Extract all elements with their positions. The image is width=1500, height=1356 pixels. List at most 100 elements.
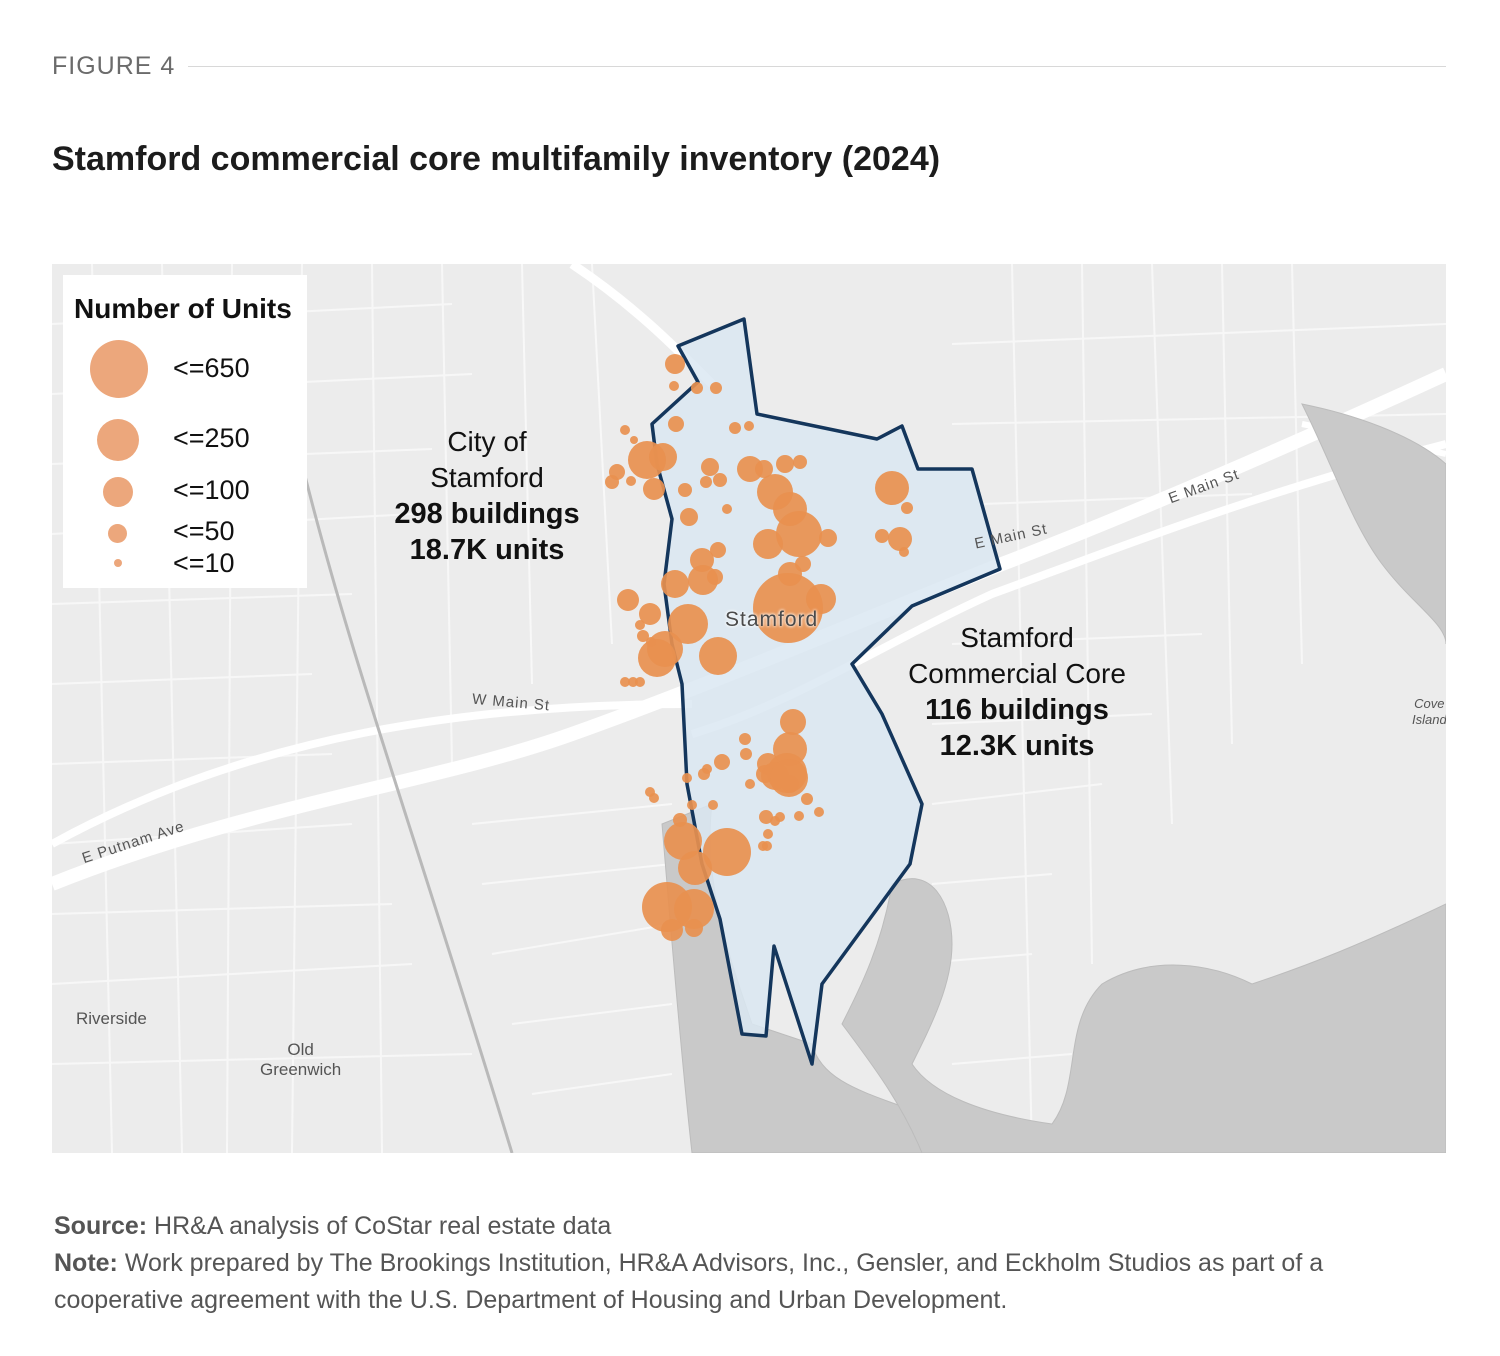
street-grid [52, 264, 1446, 1153]
building-marker [762, 841, 772, 851]
building-marker [875, 471, 909, 505]
building-marker [795, 556, 811, 572]
building-marker [687, 800, 697, 810]
map-panel: Stamford E Main St E Main St W Main St E… [52, 264, 1446, 1153]
legend-marker-100 [103, 477, 133, 507]
building-marker [770, 759, 808, 797]
legend-label-50: <=50 [173, 516, 235, 546]
building-marker [729, 422, 741, 434]
source-line: Source: HR&A analysis of CoStar real est… [54, 1208, 1454, 1245]
building-marker [643, 478, 665, 500]
building-marker [722, 504, 732, 514]
building-marker [770, 816, 780, 826]
building-marker [875, 529, 889, 543]
building-marker [819, 529, 837, 547]
building-marker [661, 919, 683, 941]
building-marker [801, 793, 813, 805]
building-marker [737, 456, 763, 482]
source-label: Source: [54, 1212, 148, 1240]
building-marker [628, 677, 638, 687]
building-marker [899, 547, 909, 557]
core-annotation-buildings: 116 buildings [925, 694, 1109, 726]
building-marker [698, 768, 710, 780]
city-annotation-units: 18.7K units [409, 534, 565, 566]
building-marker [700, 476, 712, 488]
building-marker [637, 630, 649, 642]
note-text: Work prepared by The Brookings Instituti… [54, 1249, 1324, 1314]
note-line: Note: Work prepared by The Brookings Ins… [54, 1245, 1454, 1319]
legend-label-10: <=10 [173, 548, 235, 578]
building-marker [714, 754, 730, 770]
place-label-old: Old [287, 1040, 314, 1059]
legend-item-250: <=250 [63, 419, 307, 461]
unit-markers [605, 354, 913, 941]
figure-label: FIGURE 4 [52, 52, 176, 80]
city-annotation-line2: Stamford [430, 462, 544, 493]
source-text: HR&A analysis of CoStar real estate data [154, 1212, 612, 1240]
legend-item-650: <=650 [63, 340, 307, 398]
building-marker [713, 473, 727, 487]
legend-label-100: <=100 [173, 475, 250, 505]
building-marker [691, 382, 703, 394]
building-marker [707, 569, 723, 585]
building-marker [661, 570, 689, 598]
place-label-old-greenwich: Old Greenwich [260, 1040, 341, 1080]
long-island-sound [841, 878, 1446, 1153]
building-marker [638, 639, 676, 677]
building-marker [646, 637, 656, 647]
legend-marker-650 [90, 340, 148, 398]
building-marker [814, 807, 824, 817]
building-marker [605, 475, 619, 489]
building-marker [763, 829, 773, 839]
place-label-riverside: Riverside [76, 1009, 147, 1028]
legend-title: Number of Units [74, 293, 292, 324]
building-marker [739, 733, 751, 745]
building-marker [668, 604, 708, 644]
building-marker [793, 455, 807, 469]
building-marker [678, 851, 712, 885]
place-label-cove: Cove [1414, 696, 1445, 711]
building-marker [678, 483, 692, 497]
city-annotation-line1: City of [447, 426, 527, 457]
building-marker [620, 677, 630, 687]
legend-marker-10 [114, 559, 122, 567]
map-legend: Number of Units <=650 <=250 <=100 <=50 <… [63, 275, 307, 588]
building-marker [740, 748, 752, 760]
building-marker [745, 779, 755, 789]
map-label-stamford: Stamford [725, 608, 819, 631]
building-marker [685, 919, 703, 937]
place-label-island: Island [1412, 712, 1446, 727]
building-marker [888, 527, 912, 551]
building-marker [701, 458, 719, 476]
building-marker [665, 354, 685, 374]
core-annotation-units: 12.3K units [939, 730, 1095, 762]
building-marker [708, 800, 718, 810]
building-marker [710, 542, 726, 558]
note-label: Note: [54, 1249, 118, 1277]
figure-title: Stamford commercial core multifamily inv… [52, 140, 941, 178]
building-marker [620, 425, 630, 435]
figure-header: FIGURE 4 [52, 52, 1446, 82]
building-marker [680, 508, 698, 526]
building-marker [668, 416, 684, 432]
building-marker [776, 455, 794, 473]
building-marker [630, 436, 638, 444]
building-marker [794, 811, 804, 821]
rail-line [300, 463, 514, 1153]
core-annotation-line1: Stamford [960, 622, 1074, 653]
legend-label-650: <=650 [173, 353, 250, 383]
river-east [1301, 403, 1446, 645]
legend-item-100: <=100 [63, 475, 307, 507]
building-marker [699, 637, 737, 675]
building-marker [753, 529, 783, 559]
building-marker [756, 765, 774, 783]
building-marker [635, 677, 645, 687]
building-marker [901, 502, 913, 514]
header-divider [188, 66, 1446, 67]
core-annotation: Stamford Commercial Core 116 buildings 1… [902, 620, 1132, 764]
building-marker [617, 589, 639, 611]
building-marker [649, 793, 659, 803]
building-marker [649, 443, 677, 471]
building-marker [669, 381, 679, 391]
building-marker [703, 828, 751, 876]
